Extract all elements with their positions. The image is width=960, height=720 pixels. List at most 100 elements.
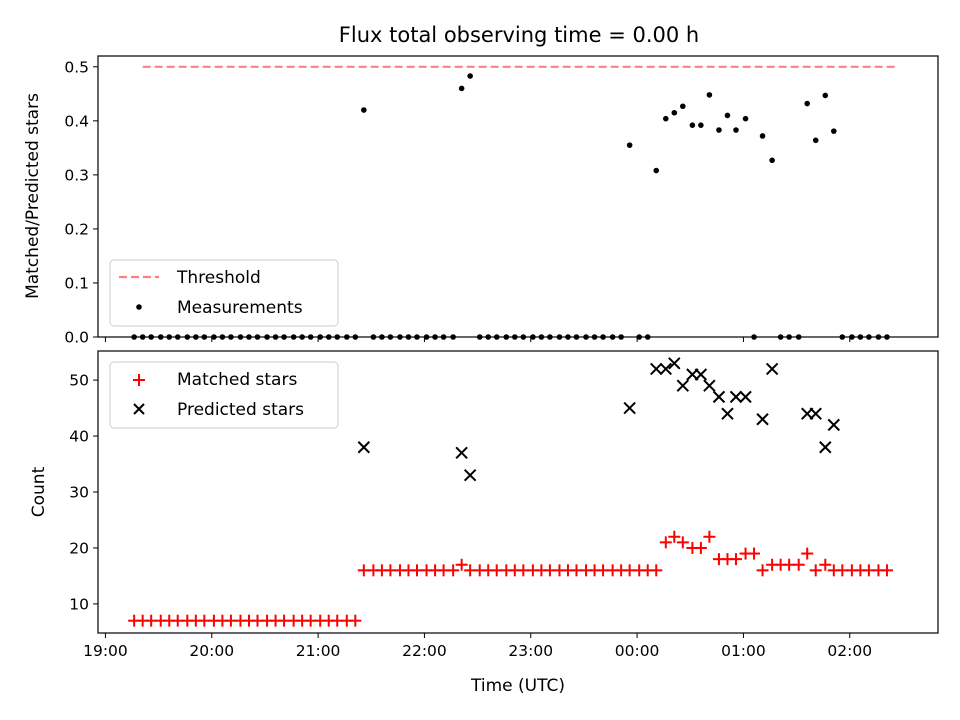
bottom-axes-frame	[97, 350, 939, 634]
x-tick-label: 01:00	[721, 642, 766, 660]
matched-point	[819, 558, 832, 571]
x-tick-label: 22:00	[402, 642, 447, 660]
matched-point	[455, 558, 468, 571]
x-tick-label: 19:00	[83, 642, 128, 660]
top-panel: 0.0 0.1 0.2 0.3 0.4 0.5 Matched/Predicted sta…	[23, 55, 939, 347]
y-tick-label: 0.3	[64, 166, 89, 184]
top-legend: Threshold Measurements	[109, 259, 339, 327]
measurement-point	[671, 109, 678, 116]
x-tick-label: 00:00	[615, 642, 660, 660]
measurement-point	[724, 112, 731, 119]
y-tick-label: 40	[69, 428, 89, 446]
legend-measurements-swatch	[136, 304, 142, 310]
legend-predicted-swatch	[133, 403, 145, 415]
bottom-legend: Matched stars Predicted stars	[109, 361, 339, 429]
legend-threshold-label: Threshold	[176, 268, 261, 288]
predicted-point	[659, 362, 673, 376]
measurement-point	[458, 85, 465, 92]
top-y-ticks: 0.0 0.1 0.2 0.3 0.4 0.5	[64, 58, 98, 347]
predicted-point	[623, 401, 636, 415]
measurement-point	[361, 107, 367, 113]
y-tick-label: 30	[69, 484, 89, 502]
measurement-point	[716, 127, 722, 133]
top-ylabel: Matched/Predicted stars	[23, 93, 43, 299]
matched-point	[792, 558, 805, 571]
y-tick-label: 10	[69, 595, 89, 613]
bottom-panel: 10 20 30 40 50 19:00 20:00 21:00 22:00 23:00 00:0…	[29, 350, 939, 696]
predicted-point	[703, 379, 716, 392]
predicted-point	[756, 413, 769, 426]
matched-point	[447, 564, 460, 577]
predicted-point	[694, 368, 708, 381]
predicted-point	[712, 390, 726, 404]
y-tick-label: 0.5	[64, 58, 89, 76]
matched-point	[880, 564, 893, 577]
measurement-point	[689, 122, 696, 128]
predicted-point	[721, 407, 734, 420]
predicted-point	[739, 390, 752, 404]
bottom-legend-box	[109, 361, 339, 429]
measurement-point	[698, 122, 704, 128]
measurement-point	[733, 127, 739, 133]
matched-point	[801, 547, 814, 560]
predicted-point	[455, 446, 468, 460]
predicted-point	[827, 418, 841, 432]
x-tick-label: 20:00	[189, 642, 234, 660]
bottom-x-ticks: 19:00 20:00 21:00 22:00 23:00 00:00 01:00 02:00	[83, 633, 872, 660]
measurement-point	[680, 103, 686, 110]
y-tick-label: 0.4	[64, 112, 89, 130]
x-tick-label: 21:00	[296, 642, 341, 660]
predicted-point	[819, 441, 832, 454]
legend-measurements-label: Measurements	[177, 298, 303, 318]
measurement-point	[804, 100, 811, 107]
measurement-point	[812, 137, 819, 144]
measurement-point	[769, 157, 775, 164]
matched-point	[668, 530, 681, 543]
top-axes-frame	[97, 55, 939, 338]
matched-point	[756, 564, 769, 577]
measurement-point	[822, 92, 829, 99]
matched-point	[748, 547, 761, 560]
predicted-point	[668, 357, 681, 370]
measurement-point	[706, 92, 713, 98]
measurement-point	[742, 115, 749, 122]
y-tick-label: 50	[69, 372, 89, 390]
matched-point	[729, 553, 742, 566]
predicted-point	[463, 469, 477, 482]
measurement-point	[759, 133, 766, 139]
predicted-point	[729, 390, 743, 404]
bottom-ylabel: Count	[29, 466, 49, 517]
legend-matched-swatch	[133, 374, 145, 386]
predicted-point	[765, 362, 779, 376]
chart-title: Flux total observing time = 0.00 h	[339, 23, 699, 47]
bottom-y-ticks: 10 20 30 40 50	[69, 372, 98, 613]
measurement-point	[653, 167, 660, 174]
y-tick-label: 0.2	[64, 220, 89, 238]
predicted-point	[809, 407, 822, 420]
x-axis-label: Time (UTC)	[470, 676, 565, 696]
top-legend-box	[109, 259, 339, 327]
matched-point	[809, 564, 822, 577]
matched-point	[694, 541, 707, 554]
measurement-point	[830, 128, 837, 134]
legend-predicted-label: Predicted stars	[177, 400, 304, 420]
matched-point	[676, 536, 689, 549]
predicted-point	[676, 379, 690, 392]
matched-point	[349, 614, 362, 627]
legend-matched-label: Matched stars	[177, 370, 297, 390]
matched-point	[659, 536, 672, 549]
x-tick-label: 23:00	[508, 642, 553, 660]
predicted-point	[357, 441, 371, 454]
y-tick-label: 0.0	[64, 329, 89, 347]
measurement-point	[662, 115, 669, 122]
measurement-point	[626, 142, 633, 148]
y-tick-label: 0.1	[64, 274, 89, 292]
matched-point	[703, 530, 716, 543]
predicted-point	[650, 362, 663, 376]
y-tick-label: 20	[69, 539, 89, 557]
matched-point	[650, 564, 663, 577]
bottom-plot-area	[128, 357, 893, 627]
x-tick-label: 02:00	[827, 642, 872, 660]
measurement-point	[467, 73, 473, 79]
